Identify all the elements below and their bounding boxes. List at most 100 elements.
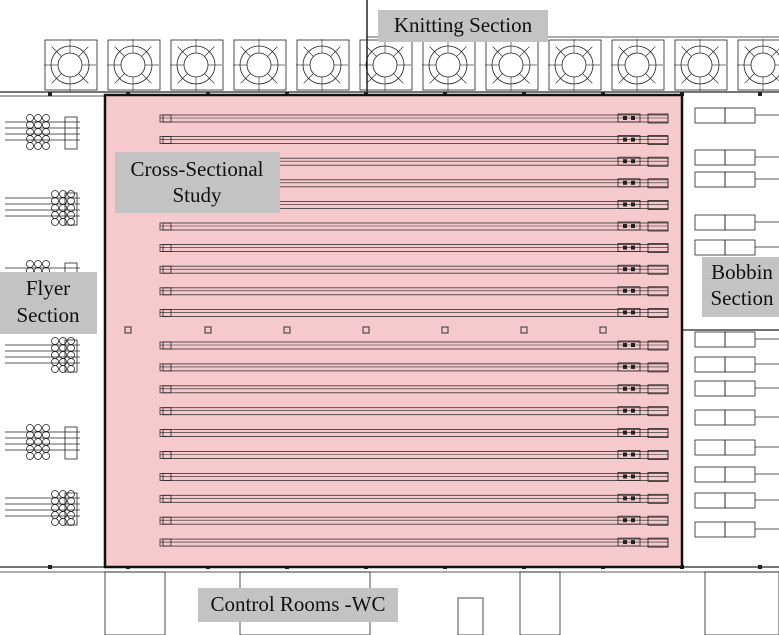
machine-ring xyxy=(435,52,461,78)
bobbin xyxy=(42,452,50,460)
region-label: Control Rooms -WC xyxy=(210,592,385,616)
wall-line xyxy=(645,73,656,84)
frame-head xyxy=(617,493,641,503)
motor xyxy=(623,430,627,435)
wall-line xyxy=(330,46,341,57)
motor xyxy=(631,430,635,435)
wall-line xyxy=(141,73,152,84)
bobbin xyxy=(59,211,67,219)
frame-end xyxy=(162,244,172,253)
motor xyxy=(631,202,635,207)
bobbin xyxy=(67,344,75,352)
bobbin xyxy=(67,211,75,219)
frame-head xyxy=(647,450,669,460)
frame-head xyxy=(647,515,669,526)
bobbin xyxy=(59,190,67,198)
frame-end xyxy=(162,222,172,231)
region-label: Section xyxy=(711,286,774,310)
frame-end xyxy=(162,494,172,503)
bobbin xyxy=(34,260,42,268)
wall-line xyxy=(708,46,719,57)
motor xyxy=(631,364,635,369)
column xyxy=(520,326,528,334)
bobbin xyxy=(34,128,42,136)
motor xyxy=(623,180,627,185)
wall-line xyxy=(744,73,755,84)
region-label: Study xyxy=(172,183,222,207)
room xyxy=(457,597,484,635)
bobbin xyxy=(51,344,59,352)
bobbin xyxy=(34,445,42,453)
column xyxy=(758,565,762,569)
region-label: Cross-Sectional xyxy=(131,157,264,181)
bobbin xyxy=(42,438,50,446)
motor xyxy=(623,474,627,479)
wall-line xyxy=(78,73,89,84)
bobbin xyxy=(26,121,34,129)
wall-line xyxy=(240,73,251,84)
frame-head xyxy=(647,243,669,254)
bobbin-rack xyxy=(694,521,726,538)
bobbin xyxy=(51,218,59,226)
bobbin-rack xyxy=(694,107,726,124)
motor xyxy=(631,245,635,250)
wall-line xyxy=(618,73,629,84)
bobbin xyxy=(51,351,59,359)
wall-line xyxy=(771,48,779,57)
bobbin xyxy=(51,497,59,505)
frame-head xyxy=(617,340,641,350)
frame-head xyxy=(647,362,669,373)
column xyxy=(362,326,370,334)
frame-end xyxy=(162,308,172,317)
motor xyxy=(623,137,627,142)
motor xyxy=(623,288,627,293)
wall-line xyxy=(303,73,314,84)
motor xyxy=(631,408,635,413)
bobbin xyxy=(51,190,59,198)
frame-head xyxy=(647,156,669,167)
column xyxy=(599,326,607,334)
bobbin xyxy=(59,218,67,226)
wall-line xyxy=(681,73,692,84)
room xyxy=(704,571,779,635)
bobbin xyxy=(59,344,67,352)
frame-head xyxy=(617,384,641,394)
motor xyxy=(623,452,627,457)
motor xyxy=(623,245,627,250)
motor xyxy=(631,343,635,347)
motor xyxy=(631,452,635,457)
wall-line xyxy=(519,46,530,57)
motor xyxy=(631,310,635,315)
machine-ring xyxy=(498,52,524,78)
bobbin xyxy=(26,135,34,143)
bobbin xyxy=(34,452,42,460)
wall-line xyxy=(204,46,215,57)
creel xyxy=(64,426,78,460)
frame-head xyxy=(647,178,669,189)
motor xyxy=(631,267,635,272)
bobbin xyxy=(26,142,34,150)
motor xyxy=(623,496,627,501)
wall-line xyxy=(51,46,62,57)
label-box xyxy=(115,152,280,213)
motor xyxy=(631,137,635,142)
wall-line xyxy=(519,73,530,84)
bobbin xyxy=(42,142,50,150)
bobbin xyxy=(26,438,34,446)
motor xyxy=(623,159,627,164)
bobbin-rack xyxy=(694,492,726,509)
bobbin xyxy=(59,490,67,498)
bobbin-rack xyxy=(724,380,756,397)
frame-head xyxy=(647,199,669,210)
column xyxy=(48,92,52,96)
bobbin xyxy=(59,504,67,512)
column xyxy=(48,565,52,569)
wall-line xyxy=(429,46,440,57)
wall-line xyxy=(771,73,779,82)
bobbin xyxy=(67,197,75,205)
region-label: Bobbin xyxy=(711,260,773,284)
motor xyxy=(623,267,627,272)
wall-line xyxy=(582,46,593,57)
wall-line xyxy=(366,73,377,84)
